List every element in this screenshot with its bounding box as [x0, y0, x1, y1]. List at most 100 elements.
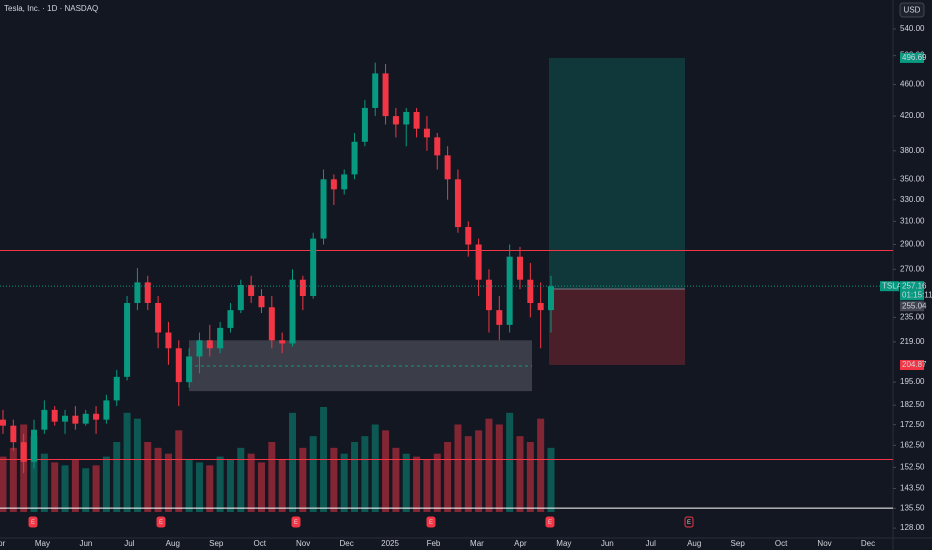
- x-tick-label: Jun: [79, 539, 92, 548]
- candle-body: [237, 285, 244, 311]
- volume-bar: [309, 436, 317, 512]
- candle-body: [227, 310, 234, 328]
- y-tick-label: 420.00: [900, 111, 925, 120]
- x-tick-label: Dec: [861, 539, 875, 548]
- y-tick-label: 330.00: [900, 195, 925, 204]
- volume-bar: [133, 418, 141, 512]
- candle-body: [372, 73, 379, 108]
- earnings-label: E: [429, 520, 433, 526]
- volume-bar: [226, 459, 234, 512]
- countdown-label: 01:15:11: [902, 290, 932, 299]
- volume-bar: [413, 456, 421, 512]
- volume-bar: [92, 465, 100, 512]
- currency-button[interactable]: [899, 2, 925, 18]
- x-tick-label: Nov: [817, 539, 831, 548]
- x-tick-label: Apr: [514, 539, 527, 548]
- volume-bar: [195, 462, 203, 512]
- earnings-label: E: [548, 520, 552, 526]
- candle-body: [465, 227, 472, 245]
- volume-bar: [216, 456, 224, 512]
- volume-bar: [61, 465, 69, 512]
- candle-body: [103, 400, 110, 420]
- candle-body: [41, 409, 48, 430]
- volume-bar: [175, 430, 183, 512]
- candle-body: [82, 413, 89, 424]
- y-tick-label: 290.00: [900, 240, 925, 249]
- candle-body: [279, 340, 286, 344]
- volume-bar: [268, 442, 276, 512]
- x-tick-label: Aug: [166, 539, 180, 548]
- volume-bar: [547, 447, 555, 512]
- y-tick-label: 195.00: [900, 377, 925, 386]
- candle-body: [186, 356, 193, 383]
- volume-bar: [351, 442, 359, 512]
- candle-body: [196, 340, 203, 357]
- candle-body: [175, 348, 182, 383]
- x-tick-label: Oct: [253, 539, 266, 548]
- candle-body: [351, 141, 358, 175]
- x-tick-label: Jul: [646, 539, 656, 548]
- volume-bar: [475, 430, 483, 512]
- candle-body: [299, 279, 306, 296]
- y-tick-label: 350.00: [900, 174, 925, 183]
- earnings-marker: [156, 516, 166, 528]
- candle-body: [444, 155, 451, 180]
- volume-bar: [123, 412, 131, 512]
- y-tick-label: 219.00: [900, 337, 925, 346]
- x-tick-label: Aug: [687, 539, 701, 548]
- x-tick-label: Apr: [0, 539, 6, 548]
- target-label: 496.69: [902, 53, 927, 62]
- candle-body: [403, 111, 410, 125]
- earnings-label: E: [31, 520, 35, 526]
- last-price-label: 257.16: [902, 281, 927, 290]
- y-tick-label: 172.50: [900, 420, 925, 429]
- candle-body: [454, 179, 461, 228]
- candle-body: [0, 419, 6, 426]
- x-tick-label: May: [556, 539, 571, 548]
- y-tick-label: 540.00: [900, 24, 925, 33]
- candle-body: [258, 295, 265, 308]
- entry-label-bg: [900, 301, 924, 312]
- candle-body: [113, 376, 120, 401]
- volume-bar: [0, 456, 7, 512]
- volume-bar: [526, 442, 534, 512]
- volume-bar: [330, 447, 338, 512]
- x-tick-label: May: [35, 539, 50, 548]
- earnings-marker: [28, 516, 38, 528]
- volume-bar: [537, 418, 545, 512]
- x-tick-label: Nov: [296, 539, 310, 548]
- x-tick-label: Sep: [731, 539, 746, 548]
- zone-box: [189, 340, 532, 392]
- stop-label: 204.87: [902, 360, 927, 369]
- y-tick-label: 152.50: [900, 462, 925, 471]
- y-tick-label: 380.00: [900, 146, 925, 155]
- y-tick-label: 460.00: [900, 80, 925, 89]
- candle-body: [248, 285, 255, 296]
- tsla-bg: [880, 281, 899, 292]
- earnings-marker: [291, 516, 301, 528]
- currency-label[interactable]: USD: [904, 6, 921, 15]
- earnings-marker: [545, 516, 555, 528]
- volume-bar: [485, 418, 493, 512]
- earnings-label: E: [687, 520, 691, 526]
- x-tick-label: Oct: [775, 539, 788, 548]
- volume-bar: [185, 459, 193, 512]
- candle-body: [434, 137, 441, 156]
- chart-title: Tesla, Inc. · 1D · NASDAQ: [4, 4, 98, 13]
- volume-bar: [71, 459, 79, 512]
- x-tick-label: Feb: [427, 539, 441, 548]
- volume-bar: [444, 442, 452, 512]
- candle-body: [485, 279, 492, 311]
- loss-zone: [549, 289, 685, 366]
- volume-bar: [371, 424, 379, 512]
- candle-body: [330, 179, 337, 190]
- candle-body: [382, 73, 389, 117]
- candle-body: [134, 282, 141, 303]
- x-tick-label: Sep: [209, 539, 224, 548]
- volume-bar: [516, 436, 524, 512]
- candle-body: [310, 238, 317, 296]
- candle-body: [72, 415, 79, 424]
- countdown-label-bg: [900, 290, 924, 301]
- stop-label-bg: [900, 360, 924, 371]
